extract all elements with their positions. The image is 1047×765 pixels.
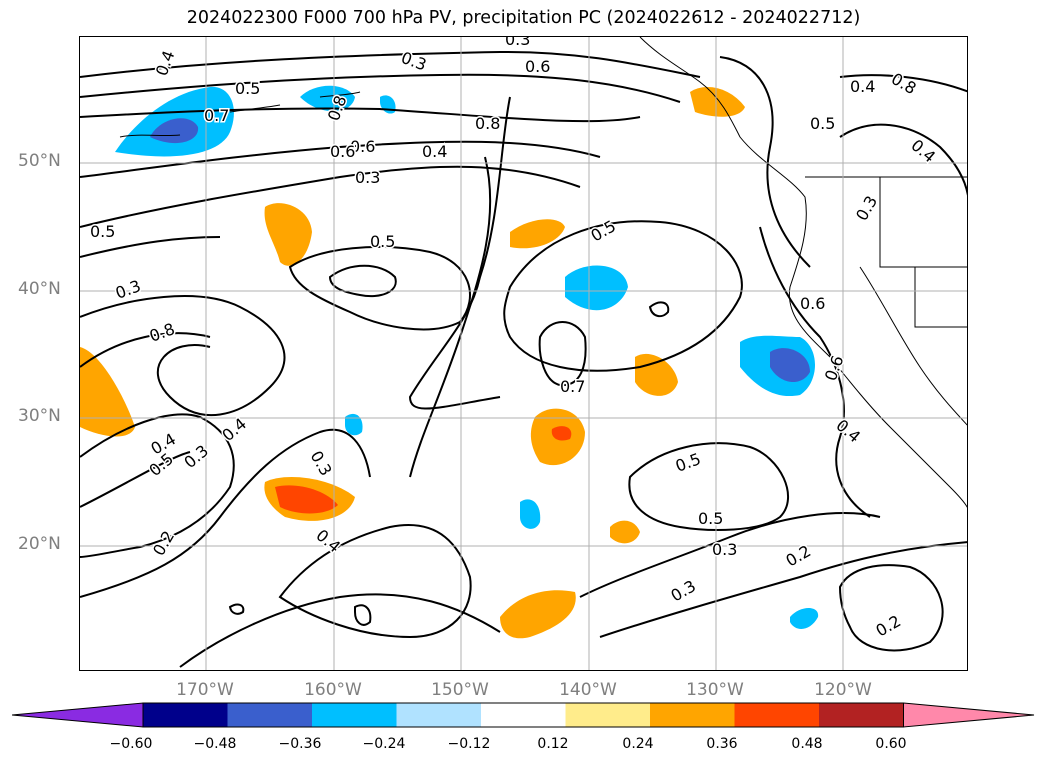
contour-label: 0.3	[399, 48, 429, 75]
colorbar-tick: 0.60	[875, 736, 907, 752]
contour-label: 0.4	[422, 142, 447, 161]
graticule	[80, 37, 967, 670]
contour-label: 0.3	[505, 37, 530, 49]
contour-label: 0.8	[888, 69, 920, 98]
colorbar-cell	[481, 703, 566, 727]
lat-label-30n: 30°N	[18, 406, 61, 426]
colorbar-tick: −0.12	[447, 736, 491, 752]
precip-region-negative	[790, 608, 819, 629]
colorbar-cell	[227, 703, 312, 727]
precip-region-positive	[610, 520, 640, 544]
colorbar-cell	[565, 703, 650, 727]
lat-label-20n: 20°N	[18, 534, 61, 554]
precip-region-negative	[520, 499, 541, 529]
contour-label: 0.3	[852, 192, 881, 224]
colorbar-cell	[734, 703, 819, 727]
pv-contours	[80, 50, 967, 668]
contour-label: 0.8	[147, 319, 177, 346]
contour-label: 0.6	[800, 294, 825, 313]
lon-label-150w: 150°W	[431, 680, 489, 700]
contour-label: 0.6	[330, 142, 355, 161]
contour-label: 0.5	[235, 79, 260, 98]
colorbar-tick: 0.24	[622, 736, 654, 752]
lon-label-170w: 170°W	[176, 680, 234, 700]
colorbar-cell	[650, 703, 735, 727]
precip-region-positive	[635, 353, 678, 396]
lat-label-50n: 50°N	[18, 151, 61, 171]
colorbar-tick: −0.60	[109, 736, 153, 752]
contour-label: 0.5	[810, 114, 835, 133]
colorbar-cell	[312, 703, 397, 727]
precip-region-strong-negative	[150, 118, 199, 144]
contour-label: 0.5	[90, 222, 115, 241]
contour-label: 0.4	[218, 414, 250, 445]
precip-region-strong-positive	[551, 426, 572, 441]
colorbar-outline	[142, 702, 904, 728]
contour-label: 0.5	[370, 232, 395, 251]
colorbar-extend-high	[903, 702, 1035, 728]
precip-region-negative	[565, 265, 628, 311]
precip-region-positive	[80, 347, 135, 437]
contour-label: 0.6	[525, 57, 550, 76]
contour-label: 0.3	[712, 540, 737, 559]
contour-label: 0.3	[307, 448, 336, 480]
colorbar-tick: −0.24	[362, 736, 406, 752]
precip-region-negative	[300, 85, 355, 112]
contour-label: 0.3	[113, 276, 143, 303]
colorbar-cell	[819, 703, 904, 727]
contour-label: 0.4	[312, 526, 344, 557]
contour-label: 0.2	[149, 527, 178, 559]
precipitation-shading	[80, 85, 819, 639]
contour-label: 0.4	[152, 48, 179, 78]
contour-label: 0.5	[698, 509, 723, 528]
colorbar-tick: −0.36	[278, 736, 322, 752]
lat-label-40n: 40°N	[18, 279, 61, 299]
precip-region-positive	[510, 219, 565, 249]
precip-region-strong-positive	[275, 485, 338, 514]
colorbar-tick: 0.36	[706, 736, 738, 752]
precip-region-positive	[500, 590, 576, 639]
colorbar-cell	[396, 703, 481, 727]
map-panel: 0.4 0.3 0.3 0.6 0.5 0.7 0.8 0.6 0.8 0.4 0.6 0.5 0.8 0…	[79, 36, 968, 671]
lon-label-140w: 140°W	[559, 680, 617, 700]
precip-region-strong-negative	[770, 348, 810, 383]
colorbar-tick: 0.12	[537, 736, 569, 752]
colorbar-cell	[143, 703, 228, 727]
contour-label: 0.5	[673, 449, 703, 476]
contour-label: 0.7	[204, 106, 229, 125]
contour-label: 0.4	[907, 136, 939, 167]
contour-label: 0.5	[145, 449, 177, 480]
contour-label: 0.3	[355, 168, 380, 187]
lon-label-130w: 130°W	[686, 680, 744, 700]
colorbar-tick: −0.48	[193, 736, 237, 752]
contour-label: 0.2	[873, 611, 905, 640]
contour-label: 0.7	[560, 377, 585, 396]
precip-region-positive	[264, 203, 312, 266]
contour-label: 0.5	[588, 216, 620, 245]
contour-label: 0.4	[850, 77, 875, 96]
colorbar-extend-low	[12, 702, 144, 728]
contour-label: 0.3	[668, 576, 700, 605]
contour-label: 0.8	[475, 114, 500, 133]
coastlines	[119, 37, 967, 508]
contour-label: 0.3	[180, 441, 212, 472]
map-title: 2024022300 F000 700 hPa PV, precipitatio…	[186, 8, 861, 28]
precip-region-negative	[345, 413, 363, 436]
colorbar	[12, 702, 1035, 728]
contour-label: 0.4	[832, 416, 864, 447]
lon-label-120w: 120°W	[814, 680, 872, 700]
lon-label-160w: 160°W	[304, 680, 362, 700]
contour-label: 0.6	[350, 137, 375, 156]
map-canvas: 0.4 0.30.30.60.50.7 0.80.60.80.40.60.50.80…	[80, 37, 967, 670]
precip-region-positive	[690, 87, 745, 117]
colorbar-tick: 0.48	[791, 736, 823, 752]
